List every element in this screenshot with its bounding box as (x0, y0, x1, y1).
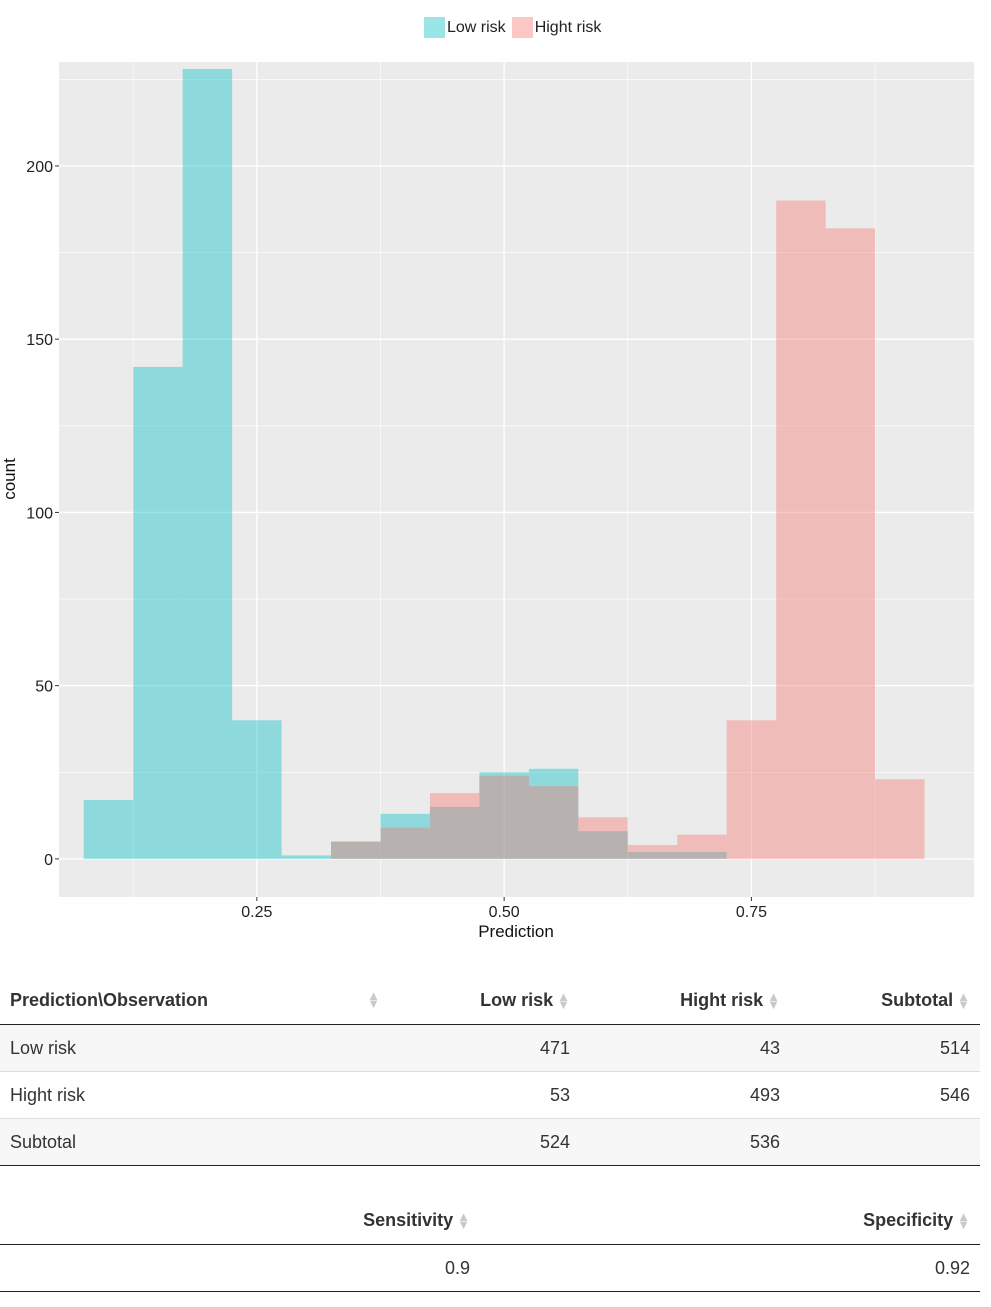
legend-item-hight-risk: Hight risk (511, 17, 602, 38)
table-cell: 471 (390, 1024, 580, 1072)
bar-low-risk (281, 855, 332, 859)
table-cell (0, 1244, 290, 1292)
confusion-header-row: Prediction\Observation ▲ ▼ Low risk ▲ ▼ High… (0, 976, 980, 1025)
bar-hight-risk (380, 827, 430, 859)
sort-icon[interactable]: ▲ ▼ (457, 1208, 470, 1232)
bar-low-risk (429, 806, 480, 859)
y-tick-label: 50 (35, 679, 53, 696)
column-header-hight-risk[interactable]: Hight risk ▲ ▼ (580, 976, 790, 1025)
legend-item-low-risk: Low risk (424, 17, 506, 38)
metrics-table: Sensitivity ▲ ▼ Specificity ▲ ▼ 0.9 0.92 (0, 1196, 980, 1292)
bar-hight-risk (331, 841, 381, 859)
table-cell: 546 (790, 1071, 980, 1119)
column-header-blank (0, 1196, 290, 1245)
y-tick-label: 0 (44, 852, 53, 869)
sort-icon[interactable]: ▲ ▼ (767, 988, 780, 1012)
bar-low-risk (677, 851, 727, 859)
bar-low-risk (528, 768, 579, 859)
bar-hight-risk (677, 834, 727, 859)
table-row: 0.9 0.92 (0, 1244, 980, 1292)
column-header-low-risk[interactable]: Low risk ▲ ▼ (390, 976, 580, 1025)
legend-label-hight-risk: Hight risk (534, 18, 602, 36)
table-cell: Hight risk (0, 1071, 390, 1119)
y-tick-label: 150 (26, 332, 53, 349)
bar-hight-risk (429, 793, 480, 859)
bar-low-risk (627, 851, 678, 859)
table-row: Hight risk 53 493 546 (0, 1071, 980, 1119)
column-header-subtotal[interactable]: Subtotal ▲ ▼ (790, 976, 980, 1025)
bar-hight-risk (875, 779, 925, 859)
bar-hight-risk (479, 775, 529, 859)
table-cell: 493 (580, 1071, 790, 1119)
table-cell: 514 (790, 1024, 980, 1072)
histogram-chart: 0.25 0.50 0.75 0 50 100 150 200 Prediction coun… (0, 62, 974, 941)
column-header-sensitivity[interactable]: Sensitivity ▲ ▼ (290, 1196, 480, 1245)
table-cell: 43 (580, 1024, 790, 1072)
y-tick-label: 200 (26, 159, 53, 176)
sort-icon[interactable]: ▲ ▼ (367, 988, 380, 1011)
bar-hight-risk (776, 200, 826, 859)
bar-low-risk (479, 772, 529, 859)
bar-low-risk (232, 720, 282, 859)
legend-key-low-risk (424, 17, 445, 38)
bar-low-risk (182, 68, 233, 859)
bar-hight-risk (528, 786, 579, 859)
x-axis-title: Prediction (478, 922, 554, 941)
bar-low-risk (578, 831, 628, 859)
chart-legend: Low risk Hight risk (424, 17, 607, 38)
table-cell: Subtotal (0, 1118, 390, 1166)
legend-key-hight-risk (511, 17, 533, 38)
bar-hight-risk (726, 720, 777, 859)
table-cell: 0.92 (480, 1244, 980, 1292)
table-cell: 524 (390, 1118, 580, 1166)
column-header-prediction-observation[interactable]: Prediction\Observation ▲ ▼ (0, 976, 390, 1025)
bar-hight-risk (627, 845, 678, 859)
bar-low-risk (83, 799, 134, 859)
table-cell (790, 1118, 980, 1166)
sort-icon[interactable]: ▲ ▼ (957, 1208, 970, 1232)
bar-low-risk (331, 841, 381, 859)
bar-low-risk (133, 366, 183, 859)
x-tick-label: 0.75 (736, 904, 767, 921)
table-cell: 53 (390, 1071, 580, 1119)
y-tick-label: 100 (26, 505, 53, 522)
bar-hight-risk (578, 817, 628, 859)
metrics-header-row: Sensitivity ▲ ▼ Specificity ▲ ▼ (0, 1196, 980, 1245)
plot-panel (59, 62, 974, 897)
column-header-specificity[interactable]: Specificity ▲ ▼ (480, 1196, 980, 1245)
table-row: Low risk 471 43 514 (0, 1024, 980, 1072)
bar-low-risk (380, 813, 430, 859)
table-cell: Low risk (0, 1024, 390, 1072)
legend-label-low-risk: Low risk (447, 18, 506, 36)
bar-hight-risk (825, 228, 876, 859)
confusion-table: Prediction\Observation ▲ ▼ Low risk ▲ ▼ High… (0, 976, 980, 1166)
table-cell: 536 (580, 1118, 790, 1166)
sort-icon[interactable]: ▲ ▼ (957, 988, 970, 1012)
x-tick-label: 0.50 (489, 904, 520, 921)
y-axis-title: count (0, 458, 19, 500)
sort-icon[interactable]: ▲ ▼ (557, 988, 570, 1012)
table-cell: 0.9 (290, 1244, 480, 1292)
table-row: Subtotal 524 536 (0, 1118, 980, 1166)
x-tick-label: 0.25 (241, 904, 272, 921)
